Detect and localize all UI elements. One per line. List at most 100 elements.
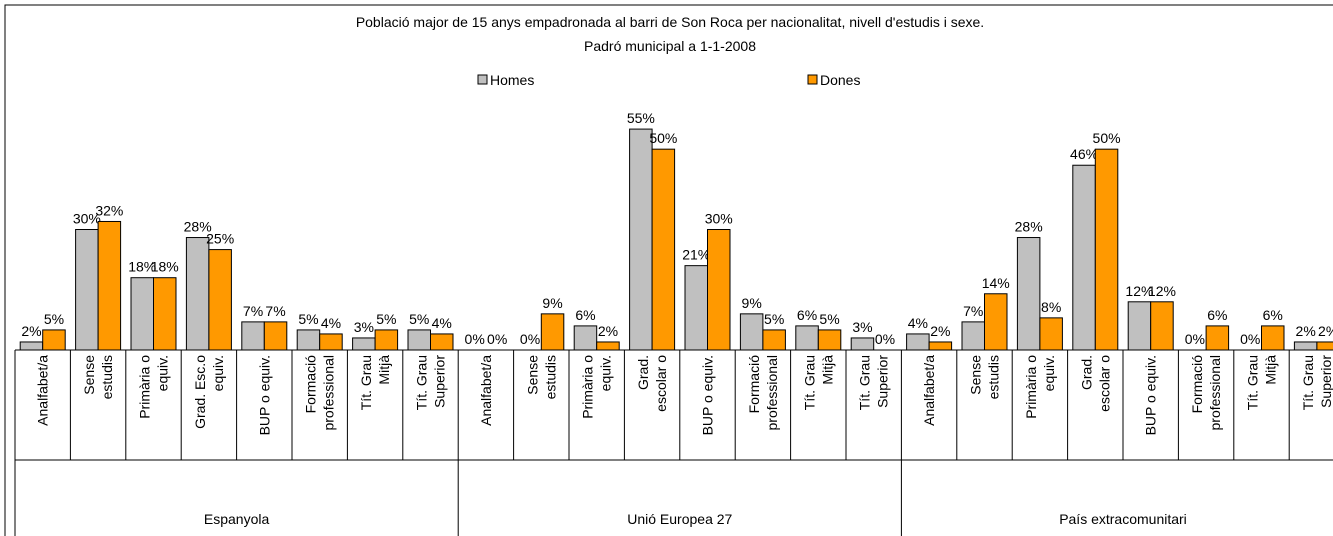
data-label: 2% (598, 323, 618, 339)
bar (850, 337, 875, 351)
x-tick-label: Tít. Grau (358, 355, 374, 410)
x-tick-label: BUP o equiv. (700, 355, 716, 435)
data-label: 5% (409, 311, 429, 327)
bar (596, 341, 620, 351)
x-tick-label: equiv. (210, 355, 226, 391)
x-tick-label: Primària o (1023, 355, 1039, 419)
data-label: 6% (575, 307, 595, 323)
bar (739, 313, 764, 351)
bar (928, 341, 953, 351)
data-label: 0% (1240, 331, 1260, 347)
data-label: 32% (95, 202, 123, 218)
bar (263, 321, 288, 351)
data-label: 2% (1296, 323, 1316, 339)
bar (1094, 148, 1119, 351)
chart-frame (4, 4, 1333, 536)
x-tick-label: Formació (746, 355, 762, 414)
x-tick-label: equiv. (155, 355, 171, 391)
bar (130, 277, 154, 351)
data-label: 50% (649, 130, 677, 146)
x-tick-label: Mitjà (1263, 355, 1279, 385)
bar (153, 277, 177, 351)
x-tick-label: Sense (968, 355, 984, 395)
bar (19, 341, 44, 351)
data-label: 4% (908, 315, 928, 331)
x-tick-label: estudis (986, 355, 1002, 399)
data-label: 9% (542, 295, 562, 311)
data-label: 0% (465, 331, 485, 347)
bar (795, 325, 819, 351)
bar (817, 329, 842, 351)
data-label: 7% (243, 303, 263, 319)
x-tick-label: Grad. (635, 355, 651, 390)
data-label: 5% (376, 311, 396, 327)
bar (241, 321, 265, 351)
data-label: 5% (819, 311, 839, 327)
x-tick-label: escolar o (1096, 355, 1112, 412)
group-label: País extracomunitari (1059, 511, 1187, 527)
data-label: 18% (151, 259, 179, 275)
data-label: 14% (982, 275, 1010, 291)
data-label: 50% (1093, 130, 1121, 146)
legend-swatch (807, 74, 818, 85)
bar (1039, 317, 1063, 351)
group-label: Unió Europea 27 (627, 511, 732, 527)
bar (1316, 341, 1333, 351)
x-tick-label: Sense (524, 355, 540, 395)
data-label: 4% (321, 315, 341, 331)
data-label: 6% (797, 307, 817, 323)
bar (1127, 301, 1152, 351)
data-label: 18% (128, 259, 156, 275)
bar (1293, 341, 1318, 351)
data-label: 5% (298, 311, 318, 327)
x-tick-label: Mitjà (376, 355, 392, 385)
bar (984, 293, 1008, 351)
bar (208, 249, 232, 351)
x-tick-label: estudis (542, 355, 558, 399)
bar (1072, 164, 1096, 351)
x-tick-label: Formació (1189, 355, 1205, 414)
data-label: 6% (1263, 307, 1283, 323)
x-tick-label: equiv. (598, 355, 614, 391)
data-label: 7% (265, 303, 285, 319)
data-label: 25% (206, 231, 234, 247)
bar (352, 337, 376, 351)
bar (906, 333, 930, 351)
data-label: 9% (742, 295, 762, 311)
x-tick-label: BUP o equiv. (1143, 355, 1159, 435)
data-label: 55% (627, 110, 655, 126)
legend-swatch (477, 74, 488, 85)
x-tick-label: Analfabet/a (35, 355, 51, 426)
data-label: 46% (1070, 146, 1098, 162)
chart-subtitle: Padró municipal a 1-1-2008 (584, 38, 756, 54)
x-tick-label: professional (321, 355, 337, 431)
bar (961, 321, 985, 351)
bar (75, 229, 99, 351)
bar (762, 329, 786, 351)
x-tick-label: Superior (432, 355, 448, 408)
bar (707, 229, 731, 351)
x-tick-label: Superior (1318, 355, 1333, 408)
data-label: 30% (705, 211, 733, 227)
x-tick-label: professional (1207, 355, 1223, 431)
x-tick-label: escolar o (653, 355, 669, 412)
data-label: 12% (1148, 283, 1176, 299)
legend-label: Dones (820, 72, 860, 88)
x-tick-label: Mitjà (819, 355, 835, 385)
x-tick-label: BUP o equiv. (256, 355, 272, 435)
x-tick-label: Primària o (137, 355, 153, 419)
bar (374, 329, 399, 351)
x-tick-label: Grad. Esc.o (192, 355, 208, 429)
x-tick-label: Grad. (1078, 355, 1094, 390)
bar (1261, 325, 1285, 351)
data-label: 7% (963, 303, 983, 319)
data-label: 3% (852, 319, 872, 335)
data-label: 0% (875, 331, 895, 347)
data-label: 12% (1125, 283, 1153, 299)
group-label: Espanyola (204, 511, 270, 527)
bar (651, 148, 676, 351)
x-tick-label: Tít. Grau (414, 355, 430, 410)
x-tick-label: professional (764, 355, 780, 431)
bar (296, 329, 321, 351)
